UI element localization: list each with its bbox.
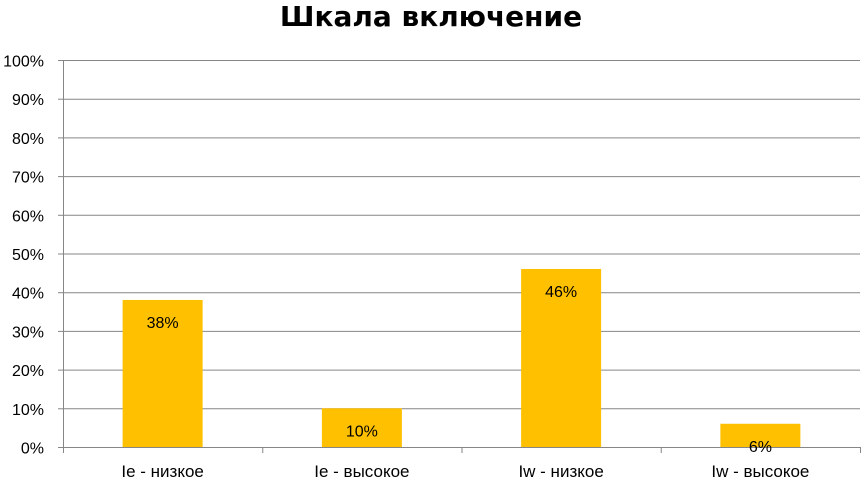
x-category-label: Ie - низкое bbox=[121, 462, 204, 481]
y-tick-label: 30% bbox=[12, 324, 44, 341]
y-tick-label: 70% bbox=[12, 170, 44, 187]
y-tick-label: 20% bbox=[12, 363, 44, 380]
y-tick-label: 90% bbox=[12, 92, 44, 109]
x-category-label: Ie - высокое bbox=[314, 462, 409, 481]
bar bbox=[720, 423, 801, 447]
data-label: 38% bbox=[147, 315, 179, 332]
x-category-label: Iw - высокое bbox=[711, 462, 809, 481]
y-tick-label: 10% bbox=[12, 402, 44, 419]
gridlines bbox=[58, 60, 860, 448]
y-axis-tick-labels: 0% 10% 20% 30% 40% 50% 60% 70% 80% 90% 100% bbox=[3, 54, 44, 458]
axes bbox=[63, 60, 861, 453]
y-tick-label: 50% bbox=[12, 247, 44, 264]
data-labels: 38% 10% 46% 6% bbox=[147, 284, 772, 456]
bars bbox=[122, 268, 801, 447]
y-tick-label: 60% bbox=[12, 208, 44, 225]
x-category-label: Iw - низкое bbox=[518, 462, 603, 481]
bar bbox=[521, 268, 602, 447]
y-tick-label: 40% bbox=[12, 286, 44, 303]
x-axis-category-labels: Ie - низкое Ie - высокое Iw - низкое Iw - в… bbox=[121, 462, 809, 481]
data-label: 6% bbox=[749, 439, 772, 456]
y-tick-label: 100% bbox=[3, 54, 44, 71]
bar bbox=[321, 408, 402, 447]
data-label: 46% bbox=[545, 284, 577, 301]
chart-title: Шкала включение bbox=[279, 0, 583, 33]
data-label: 10% bbox=[346, 423, 378, 440]
y-tick-label: 0% bbox=[21, 441, 44, 458]
bar bbox=[122, 299, 203, 447]
y-tick-label: 80% bbox=[12, 131, 44, 148]
